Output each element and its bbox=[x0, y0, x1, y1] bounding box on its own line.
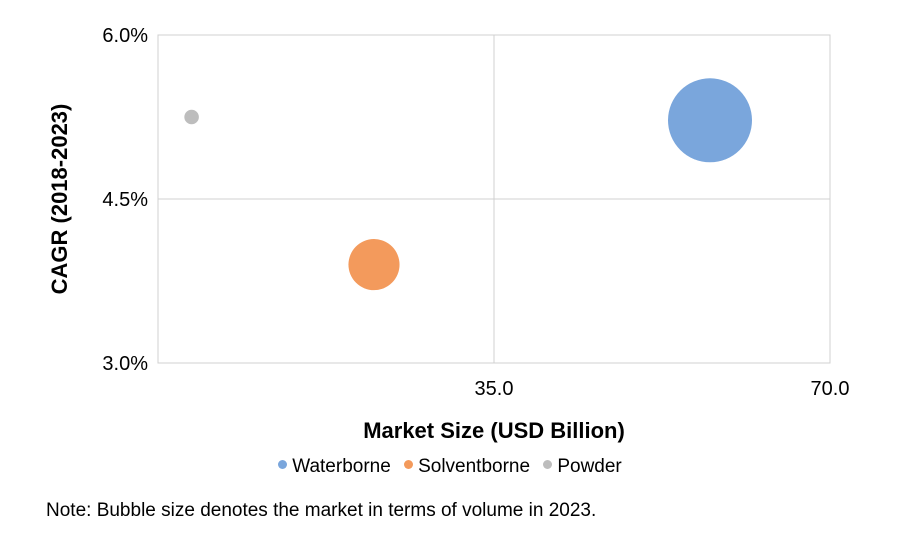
plot-area-border bbox=[157, 34, 831, 364]
legend-item-waterborne[interactable]: Waterborne bbox=[278, 456, 391, 478]
x-axis-title: Market Size (USD Billion) bbox=[363, 418, 625, 443]
legend-marker-solventborne bbox=[404, 460, 414, 470]
bubble-waterborne[interactable] bbox=[668, 78, 752, 163]
legend-item-solventborne[interactable]: Solventborne bbox=[404, 456, 530, 478]
legend-label-powder: Powder bbox=[557, 456, 622, 477]
tick-labels: 3.0% 4.5% 6.0% 35.0 70.0 bbox=[102, 25, 849, 400]
x-tick-label: 70.0 bbox=[811, 378, 850, 400]
y-tick-label: 4.5% bbox=[102, 189, 148, 211]
legend-item-powder[interactable]: Powder bbox=[543, 456, 622, 478]
y-tick-label: 6.0% bbox=[102, 25, 148, 47]
y-axis-title: CAGR (2018-2023) bbox=[47, 104, 72, 295]
bubble-solventborne[interactable] bbox=[348, 239, 400, 291]
chart-note: Note: Bubble size denotes the market in … bbox=[46, 500, 597, 521]
legend-marker-waterborne bbox=[278, 460, 288, 470]
legend-marker-powder bbox=[543, 460, 553, 470]
bubble-powder[interactable] bbox=[184, 109, 199, 125]
legend-label-waterborne: Waterborne bbox=[292, 456, 391, 477]
bubble-layer bbox=[184, 78, 752, 291]
x-tick-label: 35.0 bbox=[475, 378, 514, 400]
legend-label-solventborne: Solventborne bbox=[418, 456, 531, 477]
y-tick-label: 3.0% bbox=[102, 353, 148, 375]
legend: Waterborne Solventborne Powder bbox=[0, 456, 900, 478]
bubble-chart: 3.0% 4.5% 6.0% 35.0 70.0 Market Size (USD Bi… bbox=[47, 25, 849, 443]
